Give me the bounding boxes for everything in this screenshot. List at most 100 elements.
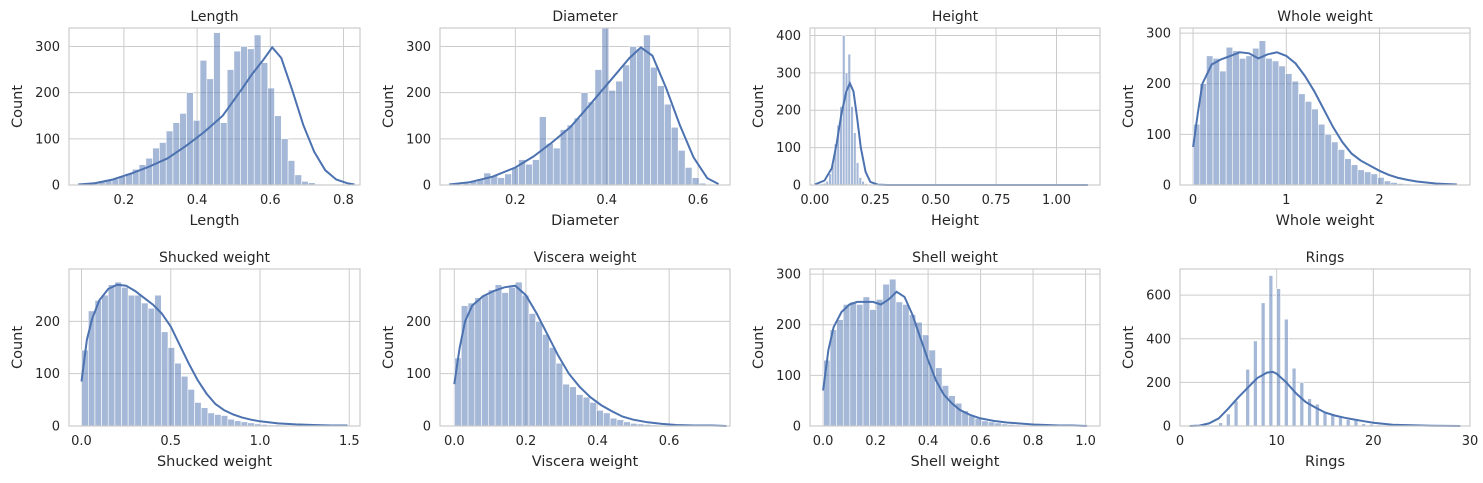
y-axis-label: Count <box>751 326 767 369</box>
histogram-bar <box>847 53 851 186</box>
histogram-bar <box>875 299 884 427</box>
x-tick-label: 0.4 <box>596 193 617 208</box>
histogram-bar <box>535 321 543 427</box>
histogram-bar <box>508 287 516 427</box>
histogram-bar <box>555 362 564 427</box>
x-tick-label: 0.25 <box>861 193 890 208</box>
axes-frame <box>68 27 361 186</box>
x-axis-label: Shell weight <box>911 454 1000 470</box>
chart-panel-1: 0.2 0.4 0.6 0.8 0 100 200 300 Length Length Count <box>10 9 361 229</box>
x-tick-label: 0 <box>1189 193 1197 208</box>
histogram-bar <box>650 66 658 186</box>
histogram-bar <box>227 418 235 427</box>
kde-curve <box>453 284 727 427</box>
histogram-bar <box>107 284 116 427</box>
histogram-bar <box>1350 164 1359 186</box>
y-tick-label: 200 <box>1146 77 1171 92</box>
histogram-bar <box>1383 180 1392 186</box>
axes-frame <box>1179 268 1471 427</box>
histogram-bar <box>521 294 530 427</box>
kde-curve <box>822 290 1087 427</box>
y-tick-label: 0 <box>1163 179 1171 194</box>
histogram-bar <box>1258 40 1266 186</box>
histogram-bar <box>569 386 577 427</box>
histogram-bar <box>542 334 550 427</box>
histogram-bar <box>481 294 489 427</box>
histogram-bar <box>1284 318 1289 427</box>
histogram-bar <box>858 177 862 186</box>
histogram-bar <box>596 409 604 427</box>
histogram-bar <box>623 421 631 427</box>
histogram-bar <box>206 78 214 186</box>
x-tick-label: 0.4 <box>187 193 208 208</box>
histogram-bar <box>862 296 870 427</box>
histogram-bar <box>968 415 976 427</box>
histogram-bar <box>856 304 864 427</box>
y-tick-label: 200 <box>406 86 431 101</box>
x-tick-label: 0 <box>1176 434 1184 449</box>
y-tick-label: 0 <box>423 179 431 194</box>
x-tick-label: 20 <box>1365 434 1382 449</box>
histogram-bar <box>121 287 129 427</box>
axes-frame <box>809 27 1101 186</box>
y-tick-label: 200 <box>776 104 801 119</box>
histogram-bar <box>274 115 282 186</box>
histogram-bar <box>497 177 505 186</box>
y-axis-label: Count <box>10 326 26 369</box>
histogram-bar <box>1226 413 1231 427</box>
histogram-bar <box>1364 171 1372 186</box>
histogram-bar <box>159 142 167 186</box>
histogram-bar <box>234 420 242 427</box>
x-axis-label: Whole weight <box>1276 213 1375 229</box>
histogram-bar <box>145 157 153 186</box>
histogram-bar <box>974 418 982 427</box>
histogram-bar <box>240 421 249 427</box>
y-tick-label: 400 <box>776 29 801 44</box>
y-tick-label: 200 <box>35 86 60 101</box>
histogram-bar <box>616 419 624 427</box>
histogram-bar <box>981 420 989 427</box>
histogram-bar <box>141 302 149 427</box>
histogram-bar <box>207 412 215 427</box>
chart-title: Viscera weight <box>534 250 637 266</box>
x-tick-label: 0.2 <box>505 193 526 208</box>
kde-curve <box>448 46 720 186</box>
histogram-bar <box>200 407 209 427</box>
histogram-bar <box>454 357 462 427</box>
histogram-bar <box>608 90 617 186</box>
histogram-bar <box>199 60 208 186</box>
x-tick-label: 0.50 <box>921 193 950 208</box>
histogram-bar <box>629 46 637 186</box>
x-axis-label: Diameter <box>551 213 619 229</box>
histogram-bar <box>147 307 156 427</box>
histogram-bar <box>192 120 201 186</box>
y-tick-label: 100 <box>406 367 431 382</box>
histogram-bar <box>253 34 262 186</box>
histogram-bar <box>1370 173 1378 186</box>
chart-panel-7: 0.0 0.2 0.4 0.6 0.8 1.0 0 100 200 300 Shell weight… <box>751 250 1101 470</box>
histogram-bar <box>260 62 269 186</box>
y-axis-label: Count <box>381 85 397 128</box>
x-tick-label: 0.2 <box>865 434 886 449</box>
axes-frame <box>439 27 731 186</box>
x-tick-label: 1 <box>1282 193 1290 208</box>
histogram-bar <box>1338 416 1343 427</box>
histogram-bar <box>532 159 540 186</box>
histogram-bar <box>601 27 610 186</box>
x-axis-label: Rings <box>1305 454 1345 470</box>
histogram-bar <box>167 347 175 427</box>
x-tick-label: 0.4 <box>587 434 608 449</box>
histogram-bar <box>1291 80 1299 186</box>
histogram-bar <box>94 300 102 427</box>
histogram-bar <box>895 301 903 427</box>
histogram-bar <box>1377 177 1385 186</box>
kde-curve <box>78 45 355 186</box>
histogram-bar <box>889 278 897 427</box>
histogram-bar <box>842 304 851 427</box>
y-tick-label: 100 <box>35 132 60 147</box>
y-tick-label: 200 <box>776 318 801 333</box>
histogram-bar <box>267 87 275 186</box>
histogram-bar <box>154 294 162 427</box>
histogram-bar <box>1219 70 1227 186</box>
